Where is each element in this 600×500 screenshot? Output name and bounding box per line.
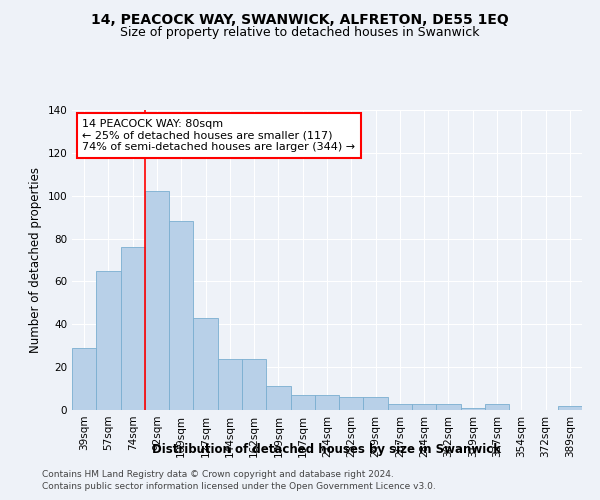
Text: Distribution of detached houses by size in Swanwick: Distribution of detached houses by size … (152, 442, 502, 456)
Bar (242, 358, 266, 410)
Bar (461, 408, 485, 410)
Bar (558, 406, 582, 410)
Bar (121, 247, 145, 410)
Bar (339, 397, 364, 410)
Text: 14, PEACOCK WAY, SWANWICK, ALFRETON, DE55 1EQ: 14, PEACOCK WAY, SWANWICK, ALFRETON, DE5… (91, 12, 509, 26)
Bar (436, 404, 461, 410)
Bar (145, 192, 169, 410)
Bar (193, 318, 218, 410)
Text: Size of property relative to detached houses in Swanwick: Size of property relative to detached ho… (120, 26, 480, 39)
Bar (290, 395, 315, 410)
Bar (315, 395, 339, 410)
Y-axis label: Number of detached properties: Number of detached properties (29, 167, 42, 353)
Bar (218, 358, 242, 410)
Text: 14 PEACOCK WAY: 80sqm
← 25% of detached houses are smaller (117)
74% of semi-det: 14 PEACOCK WAY: 80sqm ← 25% of detached … (82, 119, 355, 152)
Text: Contains public sector information licensed under the Open Government Licence v3: Contains public sector information licen… (42, 482, 436, 491)
Bar (169, 222, 193, 410)
Bar (72, 348, 96, 410)
Bar (364, 397, 388, 410)
Bar (96, 270, 121, 410)
Text: Contains HM Land Registry data © Crown copyright and database right 2024.: Contains HM Land Registry data © Crown c… (42, 470, 394, 479)
Bar (485, 404, 509, 410)
Bar (412, 404, 436, 410)
Bar (266, 386, 290, 410)
Bar (388, 404, 412, 410)
